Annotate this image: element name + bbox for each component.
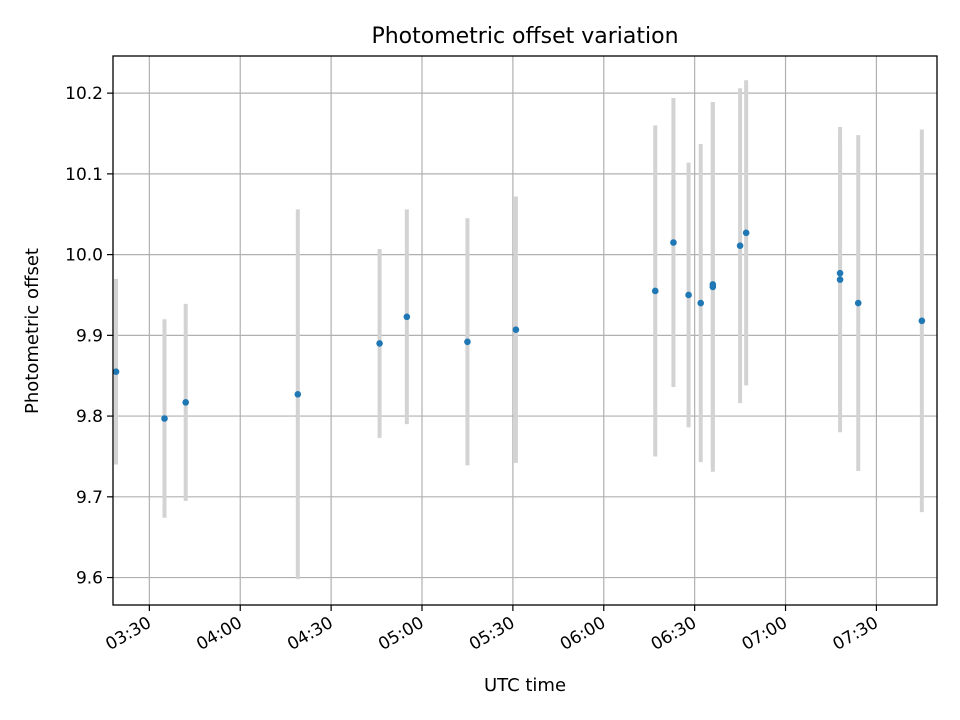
data-point [512, 326, 520, 333]
data-point [736, 242, 744, 250]
data-point [112, 368, 120, 375]
data-point [161, 415, 168, 422]
data-point [742, 229, 750, 237]
x-axis-label: UTC time [484, 675, 566, 696]
data-point [918, 317, 926, 325]
data-point [670, 239, 677, 246]
y-tick-label: 9.8 [76, 407, 103, 427]
data-point [294, 390, 302, 398]
y-tick-label: 10.1 [65, 165, 103, 185]
y-tick-label: 10.2 [65, 84, 103, 104]
data-point [836, 269, 844, 277]
y-axis-label: Photometric offset [22, 248, 43, 414]
data-point [697, 299, 705, 307]
data-point [376, 340, 383, 347]
y-tick-label: 10.0 [65, 246, 103, 266]
data-point [403, 313, 411, 321]
data-point [182, 399, 190, 406]
data-point [651, 287, 659, 295]
y-tick-label: 9.7 [76, 488, 103, 508]
y-gridlines [113, 92, 937, 579]
y-tick-label: 9.6 [76, 569, 103, 589]
data-point [854, 299, 862, 307]
chart-title: Photometric offset variation [371, 24, 678, 49]
data-point [709, 281, 717, 288]
y-tick-label: 9.9 [76, 326, 103, 346]
data-points [112, 229, 926, 422]
y-axis-ticks: 9.6 9.7 9.8 9.9 10.0 10.1 10.2 [65, 84, 113, 589]
plot-frame [112, 55, 938, 606]
data-point [836, 276, 844, 283]
data-point [464, 338, 471, 346]
data-point [685, 291, 692, 299]
